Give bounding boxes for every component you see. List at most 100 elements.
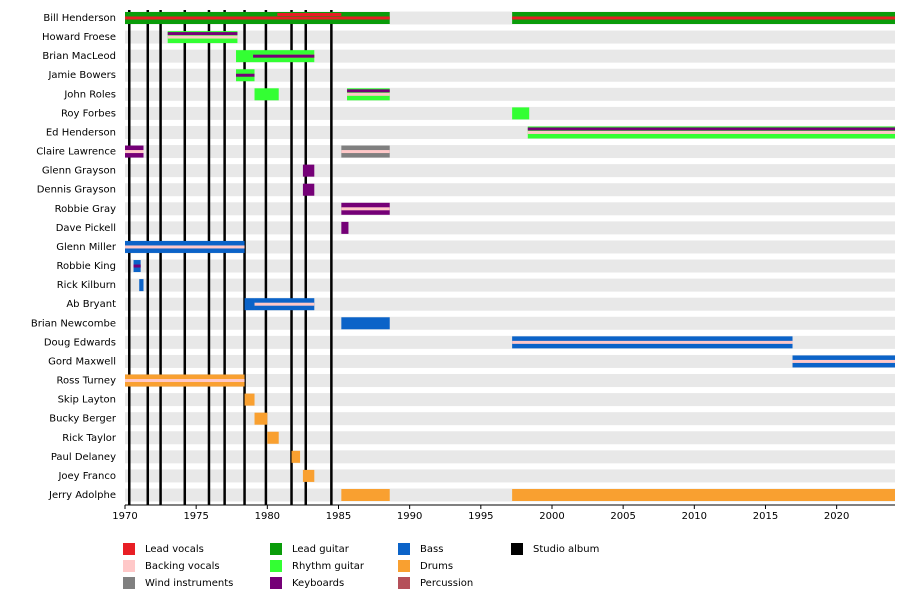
row-label: Bill Henderson [43,13,116,24]
row-background [125,202,895,216]
row-label: Joey Franco [57,471,116,482]
member-bar [236,73,255,77]
member-bar [341,489,390,501]
member-bar [125,379,245,383]
x-tick-label: 2000 [539,511,564,522]
member-bar [253,54,315,58]
x-tick-label: 1985 [326,511,351,522]
row-background [125,106,895,120]
legend-label: Lead guitar [292,544,350,555]
row-background [125,183,895,197]
row-label: Claire Lawrence [36,147,116,158]
row-label: Paul Delaney [51,452,116,463]
legend-label: Backing vocals [145,561,220,572]
legend-swatch [123,577,135,589]
row-background [125,431,895,445]
member-bar [512,340,793,344]
member-bar [254,88,279,101]
x-tick-label: 1975 [183,511,208,522]
row-label: Brian Newcombe [31,318,116,329]
member-bar [527,127,895,131]
row-label: John Roles [63,89,116,100]
legend-label: Rhythm guitar [292,561,365,572]
member-bar [167,32,238,36]
row-background [125,297,895,311]
member-bar [512,16,895,20]
legend-swatch [398,560,410,572]
row-background [125,278,895,292]
x-tick-label: 1990 [397,511,422,522]
member-bar [244,393,255,406]
legend-swatch [270,577,282,589]
legend-swatch [398,577,410,589]
row-background [125,393,895,407]
row-background [125,221,895,235]
member-bar [254,412,268,425]
row-background [125,68,895,82]
row-background [125,240,895,254]
member-bar [302,164,315,177]
member-bar [341,150,390,154]
member-bar [125,16,390,20]
row-background [125,87,895,101]
legend-label: Wind instruments [145,578,233,589]
row-label: Glenn Grayson [42,166,116,177]
member-bar [277,13,342,16]
member-bar [512,107,530,120]
row-label: Rick Kilburn [57,280,116,291]
row-background [125,145,895,159]
member-bar [527,130,895,134]
member-bar [254,302,315,306]
legend-label: Drums [420,561,453,572]
row-background [125,412,895,426]
member-bar [125,150,144,154]
legend-swatch [123,560,135,572]
member-bar [139,279,144,292]
row-background [125,164,895,178]
legend-swatch [398,543,410,555]
legend-label: Keyboards [292,578,344,589]
row-label: Dave Pickell [56,223,116,234]
row-label: Roy Forbes [61,108,116,119]
x-tick-label: 1995 [468,511,493,522]
row-label: Gord Maxwell [48,356,116,367]
row-label: Dennis Grayson [37,185,116,196]
row-label: Bucky Berger [49,414,117,425]
legend-label: Bass [420,544,443,555]
row-label: Rick Taylor [62,433,117,444]
row-label: Brian MacLeod [42,51,116,62]
member-bar [302,469,315,482]
row-label: Jamie Bowers [47,70,116,81]
row-label: Jerry Adolphe [48,490,116,501]
member-bar [792,359,895,363]
legend-swatch [123,543,135,555]
legend-swatch [270,543,282,555]
legend-swatch [511,543,523,555]
row-label: Ed Henderson [46,127,116,138]
row-background [125,259,895,273]
legend-label: Lead vocals [145,544,204,555]
row-background [125,450,895,464]
legend-label: Studio album [533,544,599,555]
member-bar [512,489,895,501]
x-tick-label: 2020 [824,511,849,522]
member-bar [302,183,315,196]
row-label: Skip Layton [58,395,116,406]
member-bar [267,431,279,444]
member-bar [347,89,390,93]
row-background [125,30,895,44]
legend-label: Percussion [420,578,473,589]
row-background [125,374,895,388]
row-background [125,49,895,63]
row-label: Howard Froese [42,32,116,43]
member-bar [125,245,245,249]
x-tick-label: 1980 [255,511,280,522]
member-bar [341,207,390,211]
member-bar [341,317,390,330]
x-tick-label: 2005 [610,511,635,522]
member-bar [347,92,390,96]
row-background [125,354,895,368]
member-bar [244,298,255,311]
row-label: Robbie Gray [55,204,116,215]
